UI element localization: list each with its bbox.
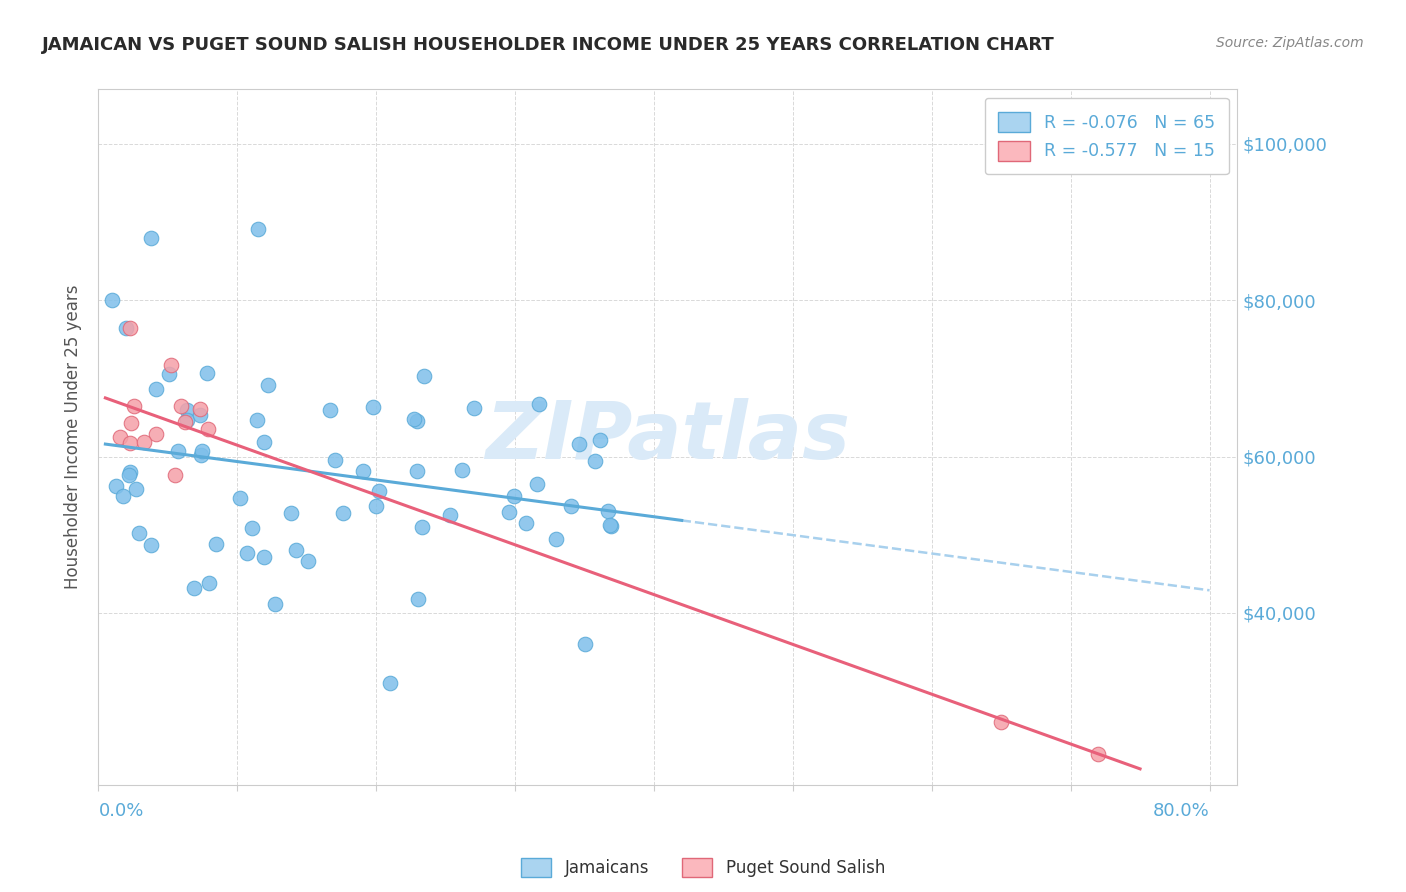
Point bbox=[118, 465, 141, 479]
Point bbox=[319, 403, 342, 417]
Point bbox=[190, 448, 212, 462]
Point bbox=[188, 401, 211, 416]
Point bbox=[160, 358, 183, 372]
Point bbox=[285, 542, 308, 557]
Point bbox=[411, 519, 433, 533]
Point bbox=[101, 293, 124, 308]
Point bbox=[118, 468, 141, 483]
Point bbox=[450, 462, 472, 476]
Text: 80.0%: 80.0% bbox=[1153, 802, 1209, 820]
Text: ZIPatlas: ZIPatlas bbox=[485, 398, 851, 476]
Text: 0.0%: 0.0% bbox=[98, 802, 143, 820]
Point bbox=[352, 464, 374, 478]
Point bbox=[256, 378, 278, 392]
Point bbox=[599, 517, 621, 532]
Legend: R = -0.076   N = 65, R = -0.577   N = 15: R = -0.076 N = 65, R = -0.577 N = 15 bbox=[984, 98, 1229, 175]
Y-axis label: Householder Income Under 25 years: Householder Income Under 25 years bbox=[63, 285, 82, 590]
Point bbox=[157, 367, 180, 381]
Point bbox=[145, 427, 167, 442]
Point bbox=[406, 414, 429, 428]
Point bbox=[463, 401, 485, 415]
Point bbox=[141, 231, 163, 245]
Point bbox=[198, 575, 221, 590]
Point bbox=[235, 546, 257, 560]
Point bbox=[408, 591, 430, 606]
Point bbox=[598, 504, 620, 518]
Point bbox=[439, 508, 461, 523]
Point bbox=[173, 415, 195, 429]
Point bbox=[413, 368, 436, 383]
Point bbox=[515, 516, 537, 531]
Point bbox=[1087, 747, 1109, 761]
Point bbox=[167, 443, 190, 458]
Point bbox=[124, 483, 146, 497]
Point bbox=[197, 422, 219, 436]
Point bbox=[527, 397, 550, 411]
Point bbox=[378, 675, 401, 690]
Point bbox=[246, 413, 269, 427]
Point bbox=[990, 715, 1012, 730]
Point bbox=[366, 500, 388, 514]
Point bbox=[145, 382, 167, 396]
Point bbox=[503, 489, 526, 503]
Text: Source: ZipAtlas.com: Source: ZipAtlas.com bbox=[1216, 36, 1364, 50]
Point bbox=[240, 521, 263, 535]
Point bbox=[124, 400, 146, 414]
Point bbox=[599, 518, 621, 533]
Point bbox=[141, 538, 163, 552]
Point bbox=[246, 222, 269, 236]
Point bbox=[190, 444, 212, 458]
Point bbox=[165, 468, 187, 483]
Point bbox=[574, 637, 596, 651]
Point bbox=[583, 454, 606, 468]
Point bbox=[176, 413, 198, 427]
Point bbox=[253, 549, 276, 564]
Point bbox=[526, 477, 548, 491]
Point bbox=[110, 429, 132, 443]
Point bbox=[188, 408, 211, 422]
Point bbox=[120, 435, 142, 450]
Point bbox=[263, 598, 285, 612]
Point bbox=[361, 401, 384, 415]
Point bbox=[367, 483, 389, 498]
Point bbox=[197, 366, 219, 380]
Point bbox=[323, 452, 346, 467]
Point bbox=[588, 433, 610, 447]
Point bbox=[332, 506, 354, 520]
Point bbox=[229, 491, 252, 505]
Point bbox=[280, 506, 302, 520]
Point bbox=[183, 581, 205, 595]
Point bbox=[128, 525, 150, 540]
Point bbox=[253, 435, 276, 450]
Point bbox=[120, 416, 142, 430]
Text: JAMAICAN VS PUGET SOUND SALISH HOUSEHOLDER INCOME UNDER 25 YEARS CORRELATION CHA: JAMAICAN VS PUGET SOUND SALISH HOUSEHOLD… bbox=[42, 36, 1054, 54]
Point bbox=[120, 321, 142, 335]
Point bbox=[297, 554, 319, 568]
Point bbox=[115, 320, 138, 334]
Point bbox=[546, 532, 568, 546]
Point bbox=[176, 402, 198, 417]
Point bbox=[402, 412, 425, 426]
Legend: Jamaicans, Puget Sound Salish: Jamaicans, Puget Sound Salish bbox=[515, 851, 891, 884]
Point bbox=[132, 435, 155, 450]
Point bbox=[205, 537, 228, 551]
Point bbox=[568, 437, 591, 451]
Point bbox=[170, 400, 193, 414]
Point bbox=[105, 479, 128, 493]
Point bbox=[560, 499, 582, 513]
Point bbox=[112, 489, 135, 503]
Point bbox=[498, 505, 520, 519]
Point bbox=[405, 464, 427, 478]
